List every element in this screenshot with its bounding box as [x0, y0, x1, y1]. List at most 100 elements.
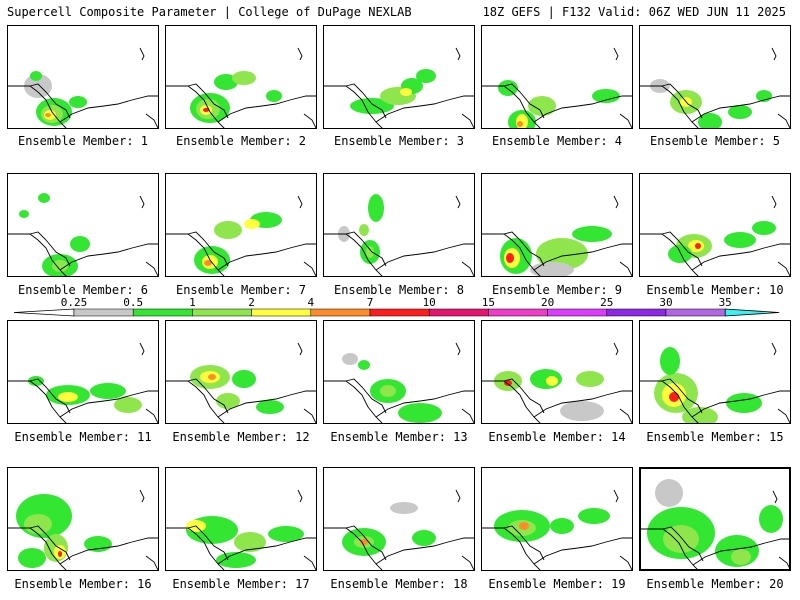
- contour-blob: [550, 518, 574, 534]
- ensemble-member-map: [165, 25, 317, 129]
- lake-outline: [613, 195, 619, 209]
- contour-blob: [58, 392, 78, 402]
- map-plot: [324, 489, 474, 570]
- map-plot: [166, 489, 316, 570]
- member-label: Ensemble Member: 7: [175, 283, 307, 297]
- lake-outline: [613, 489, 619, 503]
- contour-blob: [18, 548, 46, 568]
- legend-swatch: [665, 308, 726, 317]
- contour-blob: [398, 403, 442, 423]
- ensemble-member-map: [323, 173, 475, 277]
- lake-outline: [455, 342, 461, 356]
- legend-level-label: 10: [423, 296, 436, 309]
- member-label: Ensemble Member: 15: [646, 430, 784, 444]
- ensemble-member-map: [7, 320, 159, 424]
- contour-blob: [655, 479, 683, 507]
- member-label: Ensemble Member: 14: [488, 430, 626, 444]
- legend-level-label: 1: [189, 296, 196, 309]
- map-plot: [166, 195, 316, 276]
- map-plot: [8, 489, 158, 570]
- contour-blob: [266, 90, 282, 102]
- state-border: [503, 83, 545, 119]
- contour-blob: [504, 380, 512, 386]
- lake-outline: [297, 195, 303, 209]
- legend-swatch: [251, 308, 312, 317]
- state-border: [345, 231, 387, 267]
- member-label: Ensemble Member: 8: [333, 283, 465, 297]
- contour-blob: [390, 502, 418, 514]
- state-border: [345, 525, 387, 561]
- map-plot: [641, 479, 789, 569]
- contour-blob: [30, 71, 42, 81]
- contour-blob: [416, 69, 436, 83]
- member-label: Ensemble Member: 2: [175, 134, 307, 148]
- contour-blob: [58, 551, 62, 557]
- ensemble-member-map: [639, 173, 791, 277]
- state-border: [29, 525, 71, 561]
- member-label: Ensemble Member: 4: [491, 134, 623, 148]
- ensemble-member-map: [481, 25, 633, 129]
- legend-swatch: [132, 308, 193, 317]
- contour-blob: [216, 552, 256, 568]
- contour-blob: [536, 238, 588, 270]
- header-title: Supercell Composite Parameter | College …: [7, 5, 412, 19]
- legend-swatch: [606, 308, 667, 317]
- contour-blob: [660, 347, 680, 375]
- contour-blob: [360, 539, 368, 545]
- coastline: [166, 233, 316, 276]
- contour-blob: [358, 360, 370, 370]
- ensemble-member-map: [323, 25, 475, 129]
- contour-blob: [90, 383, 126, 399]
- lake-outline: [771, 342, 777, 356]
- legend-level-label: 4: [307, 296, 314, 309]
- ensemble-member-map: [639, 25, 791, 129]
- state-border: [29, 378, 71, 414]
- member-label: Ensemble Member: 6: [17, 283, 149, 297]
- lake-outline: [455, 47, 461, 61]
- contour-blob: [368, 194, 384, 222]
- contour-blob: [203, 108, 209, 112]
- contour-blob: [359, 224, 369, 236]
- coastline: [640, 233, 790, 276]
- contour-blob: [350, 98, 394, 114]
- ensemble-member-map: [481, 173, 633, 277]
- contour-blob: [698, 113, 722, 128]
- legend-end-triangle: [724, 308, 780, 317]
- legend-level-label: 0.5: [123, 296, 143, 309]
- member-label: Ensemble Member: 20: [646, 577, 784, 591]
- contour-blob: [244, 219, 260, 229]
- state-border: [187, 525, 229, 561]
- ensemble-member-map: [7, 467, 159, 571]
- member-label: Ensemble Member: 17: [172, 577, 310, 591]
- state-border: [29, 231, 71, 267]
- contour-blob: [668, 245, 692, 263]
- member-label: Ensemble Member: 10: [646, 283, 784, 297]
- ensemble-member-map: [639, 320, 791, 424]
- ensemble-member-map: [323, 320, 475, 424]
- lake-outline: [613, 342, 619, 356]
- contour-blob: [232, 71, 256, 85]
- lake-outline: [613, 47, 619, 61]
- ensemble-member-map: [165, 467, 317, 571]
- contour-blob: [576, 371, 604, 387]
- contour-blob: [546, 376, 558, 386]
- contour-blob: [342, 353, 358, 365]
- header-valid-time: 18Z GEFS | F132 Valid: 06Z WED JUN 11 20…: [482, 5, 786, 19]
- contour-blob: [114, 397, 142, 413]
- ensemble-member-map: [323, 467, 475, 571]
- contour-blob: [669, 392, 679, 402]
- legend-level-label: 25: [600, 296, 613, 309]
- legend-swatch: [428, 308, 489, 317]
- map-plot: [324, 342, 474, 423]
- coastline: [166, 85, 316, 128]
- contour-blob: [38, 193, 50, 203]
- legend-swatch: [73, 308, 134, 317]
- state-border: [187, 378, 229, 414]
- contour-blob: [572, 226, 612, 242]
- contour-blob: [400, 88, 412, 96]
- state-border: [29, 83, 71, 119]
- contour-blob: [216, 393, 240, 409]
- lake-outline: [772, 490, 778, 504]
- contour-blob: [24, 514, 52, 534]
- legend-swatch: [369, 308, 430, 317]
